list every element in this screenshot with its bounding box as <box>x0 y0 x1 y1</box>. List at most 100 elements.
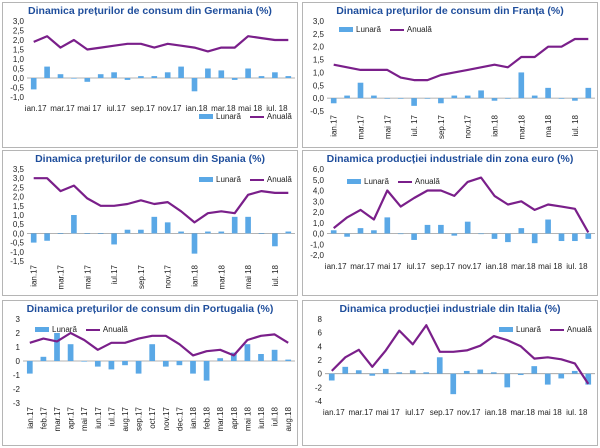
x-tick-label: mai 18 <box>538 408 563 417</box>
monthly-bar <box>122 361 128 366</box>
legend-annual-label: Anuală <box>414 177 440 186</box>
legend-annual-swatch <box>549 328 564 331</box>
x-tick-label: iul.17 <box>110 264 119 284</box>
legend-annual-label: Anuală <box>566 325 592 334</box>
x-tick-label: sep.17 <box>430 408 455 417</box>
monthly-bar <box>384 98 391 99</box>
monthly-bar <box>357 228 364 234</box>
x-tick-label: ian.17 <box>26 406 35 428</box>
monthly-bar <box>478 90 484 99</box>
x-tick-label: mai 17 <box>80 406 89 431</box>
y-tick-label: 0,0 <box>313 230 325 239</box>
monthly-bar <box>178 66 184 78</box>
monthly-bar <box>272 72 278 78</box>
x-tick-label: iun.17 <box>94 406 103 428</box>
monthly-bar <box>571 370 578 374</box>
annual-line <box>331 324 590 385</box>
legend-annual-swatch <box>397 180 412 183</box>
monthly-bar <box>438 224 444 234</box>
x-tick-label: iul. 18 <box>271 264 280 286</box>
monthly-bar <box>271 349 278 361</box>
monthly-bar <box>258 233 265 234</box>
chart-legend: Lunară Anuală <box>199 175 292 184</box>
y-tick-label: 0,0 <box>13 74 25 83</box>
monthly-bar <box>572 233 578 242</box>
chart-france-cpi: -0,5 0,0 0,5 1,0 1,5 2,0 2,5 3,0 ian.17 mar.17 mai… <box>310 17 595 139</box>
legend-monthly-label: Lunară <box>516 325 541 334</box>
monthly-bar <box>124 229 131 234</box>
y-tick-label: 1,5 <box>13 46 25 55</box>
monthly-bar <box>138 76 144 78</box>
x-tick-label: iul. 18 <box>266 104 288 113</box>
chart-panel-portugal-cpi: Dinamica prețurilor de consum din Portug… <box>2 300 298 446</box>
x-tick-label: ian.18 <box>189 406 198 428</box>
monthly-bar <box>545 87 551 99</box>
monthly-bar <box>355 370 362 374</box>
monthly-bar <box>330 98 337 104</box>
x-tick-label: mar.18 <box>511 408 536 417</box>
monthly-bar <box>26 361 33 374</box>
monthly-bar <box>97 74 104 78</box>
y-tick-label: -0,5 <box>310 107 324 116</box>
x-tick-label: mar.17 <box>53 406 62 431</box>
x-tick-label: ian.17 <box>325 262 347 271</box>
y-tick-label: 2,0 <box>313 43 325 52</box>
y-tick-label: 0,5 <box>13 220 25 229</box>
y-tick-label: 2 <box>16 329 21 338</box>
monthly-bar <box>30 78 37 90</box>
chart-title: Dinamica prețurilor de consum din Portug… <box>26 303 274 315</box>
x-tick-label: iun.18 <box>257 406 266 428</box>
x-tick-label: nov.17 <box>457 408 481 417</box>
monthly-bar <box>151 76 158 78</box>
x-tick-label: iul.17 <box>407 262 427 271</box>
monthly-bar <box>518 72 525 99</box>
monthly-bar <box>205 68 211 78</box>
monthly-bar <box>111 72 117 78</box>
monthly-bar <box>191 78 198 92</box>
chart-legend: Lunară Anuală <box>35 325 128 334</box>
x-tick-label: ian.18 <box>186 104 208 113</box>
y-tick-label: 3,0 <box>13 174 25 183</box>
monthly-bar <box>504 373 511 388</box>
x-tick-label: nov.17 <box>158 104 182 113</box>
x-tick-label: mar.18 <box>216 406 225 431</box>
monthly-bar <box>411 98 417 106</box>
monthly-bar <box>490 372 497 374</box>
x-tick-label: mai 18 <box>243 406 252 431</box>
legend-monthly-label: Lunară <box>364 177 389 186</box>
y-tick-label: 0,5 <box>13 65 25 74</box>
y-tick-label: -2 <box>315 383 323 392</box>
y-tick-label: 3,5 <box>13 165 25 174</box>
x-tick-label: mar.17 <box>357 114 366 139</box>
monthly-bar <box>258 354 264 361</box>
x-tick-label: iul.17 <box>107 104 127 113</box>
y-tick-label: 0 <box>16 357 21 366</box>
monthly-bar <box>371 230 377 234</box>
monthly-bar <box>491 98 498 101</box>
x-tick-label: ian.17 <box>25 104 47 113</box>
monthly-bar <box>258 76 265 78</box>
chart-legend: Lunară Anuală <box>499 325 592 334</box>
monthly-bar <box>397 233 404 235</box>
monthly-bar <box>545 219 551 234</box>
monthly-bar <box>436 357 443 374</box>
monthly-bar <box>245 216 251 234</box>
annual-line <box>333 176 590 233</box>
monthly-bar <box>464 221 471 234</box>
x-tick-label: mai 17 <box>376 408 401 417</box>
monthly-bar <box>409 370 416 374</box>
y-tick-label: 4,0 <box>313 187 325 196</box>
monthly-bar <box>94 361 101 367</box>
x-tick-label: iul. 18 <box>566 262 588 271</box>
monthly-bar <box>384 217 391 234</box>
y-tick-label: 2,0 <box>13 193 25 202</box>
legend-monthly-label: Lunară <box>52 325 77 334</box>
legend-monthly-swatch <box>339 27 353 32</box>
monthly-bar <box>371 95 377 99</box>
monthly-bar <box>558 98 565 99</box>
y-tick-label: 0,5 <box>313 81 325 90</box>
monthly-bar <box>178 231 184 234</box>
monthly-bar <box>285 231 292 234</box>
x-tick-label: sep.17 <box>137 264 146 289</box>
